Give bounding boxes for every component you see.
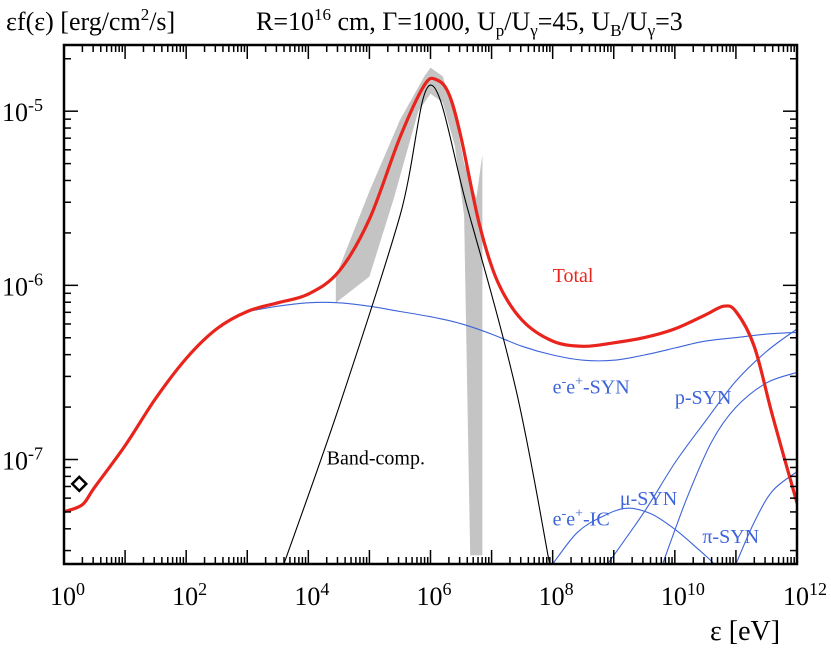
series-label: e-e+-IC [553, 507, 610, 531]
series-line-e-e-ic [552, 507, 716, 564]
series-label: e-e+-SYN [553, 374, 630, 398]
y-tick-label: 10-5 [2, 95, 43, 127]
x-tick-label: 1012 [783, 579, 827, 611]
series-labels: Total Band-comp. p-SYN μ-SYN π-SYN e-e+-SYN e-… [327, 265, 759, 548]
series-line-syn [607, 328, 797, 564]
series-line-band-comp [283, 84, 551, 564]
series-line-syn [735, 471, 797, 564]
series-label: π-SYN [702, 526, 759, 548]
plot-frame [62, 43, 799, 566]
y-tick-label: 10-7 [2, 444, 43, 476]
series-label: μ-SYN [620, 488, 677, 510]
y-axis-label: εf(ε) [erg/cm2/s] [6, 5, 175, 36]
observed-band [335, 67, 483, 556]
series-label: p-SYN [675, 387, 732, 409]
x-tick-label: 104 [294, 579, 329, 611]
series-line-total [64, 76, 797, 514]
x-tick-label: 102 [172, 579, 207, 611]
chart-title: R=1016 cm, Γ=1000, Up/Uγ=45, UB/Uγ=3 [256, 5, 683, 40]
series-label: Band-comp. [327, 448, 425, 470]
x-tick-label: 100 [50, 579, 85, 611]
axis-ticks [63, 45, 798, 564]
x-tick-label: 1010 [661, 579, 705, 611]
series-line-e-e-syn [246, 301, 797, 362]
series-label: Total [553, 265, 594, 287]
x-axis-label: ε [eV] [710, 616, 780, 647]
series-line-p-syn [662, 371, 797, 564]
data-point-diamond [70, 475, 89, 493]
x-tick-label: 106 [417, 579, 452, 611]
plot-area [64, 67, 797, 564]
tick-labels: 100 102 104 106 108 1010 1012 10-5 10-6 10-7 [2, 95, 827, 611]
y-tick-label: 10-6 [2, 269, 43, 301]
x-tick-label: 108 [539, 579, 574, 611]
